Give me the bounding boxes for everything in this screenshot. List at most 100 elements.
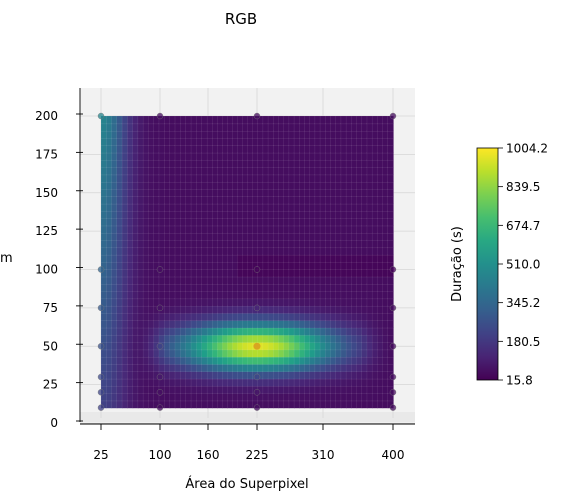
surface-cell [267, 349, 275, 358]
surface-cell [335, 225, 342, 234]
surface-cell [247, 130, 254, 139]
surface-cell [222, 203, 229, 212]
surface-cell [356, 261, 363, 270]
surface-cell [116, 188, 123, 198]
surface-cell [283, 356, 290, 365]
surface-cell [335, 370, 342, 380]
surface-cell [340, 312, 347, 321]
surface-cell [180, 356, 187, 365]
surface-cell [212, 349, 219, 358]
surface-cell [121, 217, 129, 227]
surface-cell [106, 400, 113, 409]
surface-cell [267, 356, 275, 365]
surface-cell [247, 217, 254, 227]
surface-cell [242, 166, 249, 176]
surface-cell [158, 144, 166, 154]
surface-cell [180, 261, 187, 270]
surface-cell [366, 174, 373, 183]
surface-cell [196, 239, 203, 249]
surface-cell [257, 319, 264, 329]
surface-cell [212, 247, 219, 256]
surface-cell [319, 137, 327, 146]
surface-cell [201, 290, 208, 300]
surface-cell [201, 181, 208, 190]
surface-cell [278, 232, 285, 241]
surface-cell [335, 203, 342, 212]
surface-cell [325, 188, 332, 198]
surface-cell [335, 217, 342, 227]
surface-cell [283, 385, 290, 394]
surface-cell [242, 188, 249, 198]
surface-cell [164, 268, 171, 278]
surface-cell [361, 210, 368, 219]
surface-cell [366, 356, 373, 365]
surface-cell [283, 400, 290, 409]
surface-cell [106, 392, 113, 402]
surface-cell [142, 349, 150, 358]
surface-cell [132, 312, 139, 321]
surface-cell [242, 239, 249, 249]
surface-cell [116, 254, 123, 263]
surface-cell [142, 217, 150, 227]
surface-cell [106, 144, 113, 154]
surface-cell [242, 319, 249, 329]
surface-cell [206, 254, 214, 263]
surface-cell [106, 378, 113, 387]
surface-cell [237, 356, 244, 365]
surface-cell [100, 363, 108, 372]
surface-cell [217, 123, 224, 132]
surface-cell [116, 159, 123, 168]
surface-cell [267, 181, 275, 190]
surface-cell [288, 217, 295, 227]
surface-cell [319, 225, 327, 234]
surface-cell [127, 130, 134, 139]
surface-cell [201, 232, 208, 241]
surface-cell [356, 166, 363, 176]
surface-cell [278, 123, 285, 132]
surface-cell [222, 210, 229, 219]
surface-cell [116, 239, 123, 249]
surface-cell [212, 356, 219, 365]
surface-cell [278, 378, 285, 387]
surface-cell [148, 123, 155, 132]
surface-cell [242, 298, 249, 307]
surface-cell [227, 305, 234, 314]
surface-cell [106, 290, 113, 300]
surface-cell [309, 144, 316, 154]
surface-cell [356, 232, 363, 241]
surface-cell [262, 159, 269, 168]
surface-cell [137, 217, 144, 227]
surface-cell [356, 305, 363, 314]
surface-cell [142, 203, 150, 212]
surface-cell [132, 334, 139, 343]
surface-cell [169, 363, 176, 372]
surface-cell [330, 144, 337, 154]
surface-cell [217, 305, 224, 314]
surface-cell [335, 247, 342, 256]
surface-cell [217, 225, 224, 234]
surface-cell [319, 203, 327, 212]
surface-cell [237, 181, 244, 190]
surface-cell [190, 188, 198, 198]
surface-cell [356, 210, 363, 219]
surface-cell [185, 115, 192, 125]
surface-cell [132, 363, 139, 372]
surface-cell [142, 195, 150, 205]
surface-cell [299, 123, 306, 132]
surface-cell [185, 356, 192, 365]
surface-cell [158, 334, 166, 343]
surface-cell [137, 261, 144, 270]
surface-cell [169, 268, 176, 278]
surface-cell [345, 232, 353, 241]
surface-cell [309, 181, 316, 190]
surface-cell [121, 188, 129, 198]
surface-cell [201, 203, 208, 212]
sample-point [389, 112, 397, 120]
surface-cell [190, 378, 198, 387]
surface-cell [196, 341, 203, 351]
surface-cell [304, 123, 311, 132]
surface-cell [111, 239, 118, 249]
surface-cell [153, 174, 160, 183]
surface-cell [142, 385, 150, 394]
surface-cell [217, 290, 224, 300]
